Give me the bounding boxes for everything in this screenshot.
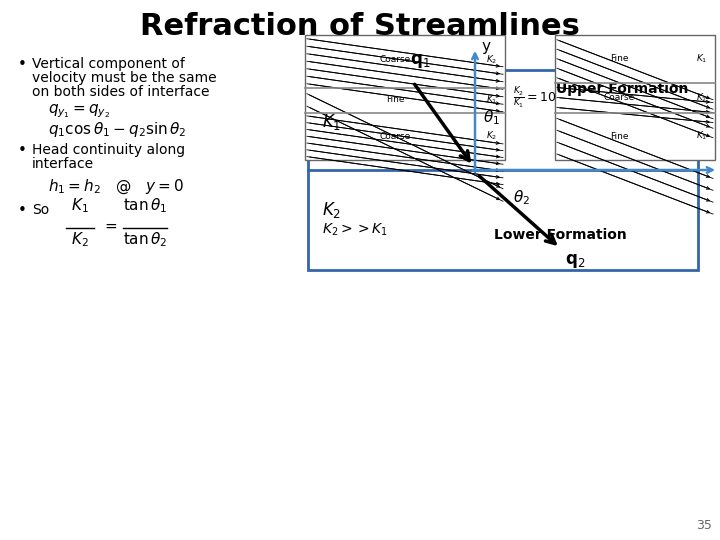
Text: Coarse: Coarse — [379, 132, 410, 141]
Text: interface: interface — [32, 157, 94, 171]
Text: y: y — [482, 38, 491, 53]
Text: $q_1\cos\theta_1 - q_2\sin\theta_2$: $q_1\cos\theta_1 - q_2\sin\theta_2$ — [48, 120, 186, 139]
Text: on both sides of interface: on both sides of interface — [32, 85, 210, 99]
Text: $\mathbf{q}_2$: $\mathbf{q}_2$ — [565, 252, 585, 270]
Text: Upper Formation: Upper Formation — [556, 82, 688, 96]
Text: •: • — [18, 203, 27, 218]
Text: $K_1$: $K_1$ — [322, 112, 341, 132]
Text: $K_2 >> K_1$: $K_2 >> K_1$ — [322, 222, 388, 238]
Text: $K_1$: $K_1$ — [696, 52, 707, 65]
Text: $=$: $=$ — [102, 218, 118, 233]
Text: Lower Formation: Lower Formation — [494, 228, 626, 242]
Text: 35: 35 — [696, 519, 712, 532]
Text: Vertical component of: Vertical component of — [32, 57, 185, 71]
Text: Head continuity along: Head continuity along — [32, 143, 185, 157]
Text: $\mathbf{q}_1$: $\mathbf{q}_1$ — [410, 52, 431, 70]
Text: Fine: Fine — [386, 96, 404, 105]
Text: So: So — [32, 203, 49, 217]
Text: $K_2$: $K_2$ — [486, 130, 497, 143]
Text: velocity must be the same: velocity must be the same — [32, 71, 217, 85]
Text: $K_2$: $K_2$ — [486, 53, 497, 65]
Text: $q_{y_1} = q_{y_2}$: $q_{y_1} = q_{y_2}$ — [48, 102, 110, 119]
Text: Refraction of Streamlines: Refraction of Streamlines — [140, 12, 580, 41]
Text: $K_1$: $K_1$ — [696, 130, 707, 143]
Bar — [555, 35, 715, 160]
Text: Coarse: Coarse — [379, 55, 410, 64]
Text: $K_2$: $K_2$ — [696, 91, 707, 104]
Text: •: • — [18, 57, 27, 72]
Bar — [308, 70, 698, 270]
Text: $K_1$: $K_1$ — [71, 197, 89, 215]
Text: $h_1 = h_2 \quad @ \quad y=0$: $h_1 = h_2 \quad @ \quad y=0$ — [48, 178, 184, 197]
Bar — [305, 35, 505, 160]
Text: $\theta_2$: $\theta_2$ — [513, 188, 530, 207]
Text: $\frac{K_2}{K_1} = 10$: $\frac{K_2}{K_1} = 10$ — [513, 85, 557, 110]
Text: Fine: Fine — [610, 132, 629, 141]
Text: $K_2$: $K_2$ — [71, 230, 89, 249]
Text: $K_1$: $K_1$ — [485, 94, 497, 106]
Text: $K_2$: $K_2$ — [322, 200, 341, 220]
Text: •: • — [18, 143, 27, 158]
Text: $\tan\theta_1$: $\tan\theta_1$ — [122, 197, 167, 215]
Text: Coarse: Coarse — [603, 93, 634, 102]
Text: Fine: Fine — [610, 54, 629, 63]
Text: $\tan\theta_2$: $\tan\theta_2$ — [123, 230, 167, 249]
Text: $\theta_1$: $\theta_1$ — [483, 109, 500, 127]
